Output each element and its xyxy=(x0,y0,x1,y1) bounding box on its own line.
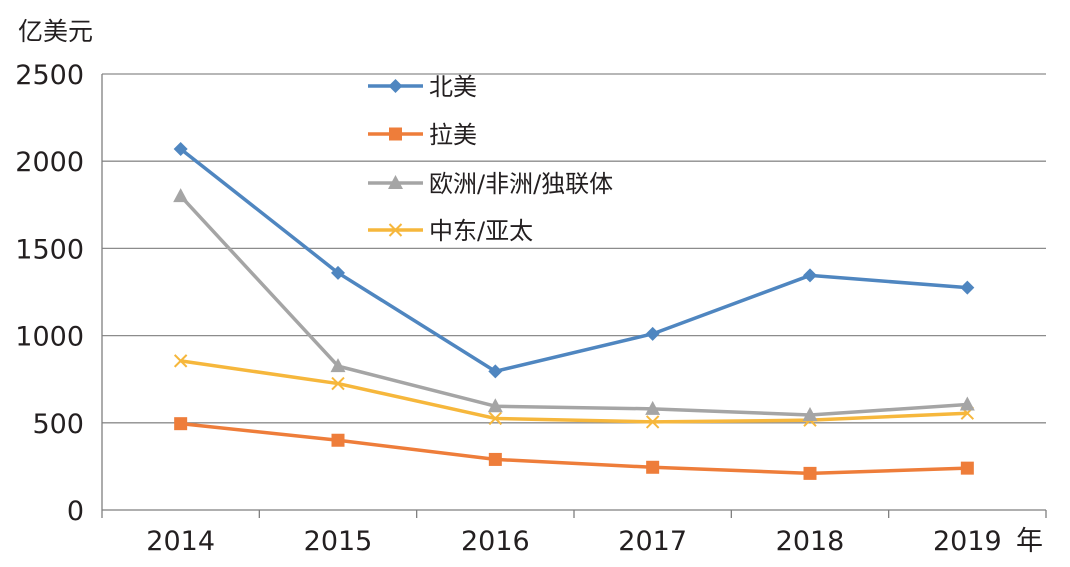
data-point xyxy=(173,188,189,203)
data-point xyxy=(960,280,975,295)
data-point xyxy=(331,376,345,391)
data-point xyxy=(173,354,188,368)
y-tick-label: 0 xyxy=(67,496,84,527)
data-point xyxy=(646,460,660,474)
data-point xyxy=(174,417,188,431)
data-point xyxy=(487,398,503,413)
series-line xyxy=(180,359,968,424)
x-tick-label: 2015 xyxy=(304,526,373,557)
x-tick-label: 2014 xyxy=(146,526,215,557)
y-tick-label: 1000 xyxy=(15,322,84,353)
series-1 xyxy=(174,417,974,480)
series-3 xyxy=(173,354,975,429)
y-tick-labels: 0 500 1000 1500 2000 2500 xyxy=(15,60,84,527)
y-tick-label: 1500 xyxy=(15,234,84,265)
data-point xyxy=(645,415,660,429)
grid-lines xyxy=(102,73,1046,424)
data-point xyxy=(960,461,974,475)
series-0 xyxy=(173,141,975,379)
data-point xyxy=(331,433,345,447)
data-point xyxy=(488,364,503,379)
x-tick-labels: 2014 2015 2016 2017 2018 2019 xyxy=(146,526,1001,557)
legend-marker xyxy=(389,127,402,141)
legend-label: 北美 xyxy=(429,73,477,101)
x-tick-label: 2016 xyxy=(461,526,530,557)
y-axis-unit-label: 亿美元 xyxy=(18,17,93,46)
y-tick-label: 500 xyxy=(32,409,84,440)
y-tick-label: 2500 xyxy=(15,60,84,91)
data-point xyxy=(959,396,975,411)
data-point xyxy=(330,358,346,373)
data-point xyxy=(173,141,188,156)
series-line xyxy=(180,421,968,476)
series-2 xyxy=(173,188,975,421)
data-point xyxy=(802,406,818,421)
y-tick-label: 2000 xyxy=(15,147,84,178)
legend-item: 北美 xyxy=(368,73,477,101)
data-point xyxy=(645,326,660,341)
legend-item: 拉美 xyxy=(368,121,477,149)
x-tick-label: 2018 xyxy=(776,526,845,557)
data-point xyxy=(803,268,817,283)
legend-marker xyxy=(388,79,403,93)
series-line xyxy=(179,147,968,374)
legend-item: 欧洲/非洲/独联体 xyxy=(368,170,613,198)
legend-label: 中东/亚太 xyxy=(429,217,533,245)
series-group xyxy=(173,141,975,480)
series-line xyxy=(179,194,968,417)
legend-marker xyxy=(388,175,403,189)
data-point xyxy=(645,400,661,415)
data-point xyxy=(488,452,502,466)
legend-label: 拉美 xyxy=(429,121,477,149)
data-point xyxy=(331,265,345,280)
legend-item: 中东/亚太 xyxy=(368,217,533,245)
x-tick-label: 2017 xyxy=(618,526,687,557)
data-point xyxy=(803,466,817,480)
x-tick-label: 2019 xyxy=(933,526,1002,557)
axes xyxy=(101,74,1047,518)
x-axis-unit-label: 年 xyxy=(1016,526,1043,557)
data-point xyxy=(488,411,503,426)
legend-label: 欧洲/非洲/独联体 xyxy=(429,170,613,198)
legend-marker xyxy=(388,223,403,237)
